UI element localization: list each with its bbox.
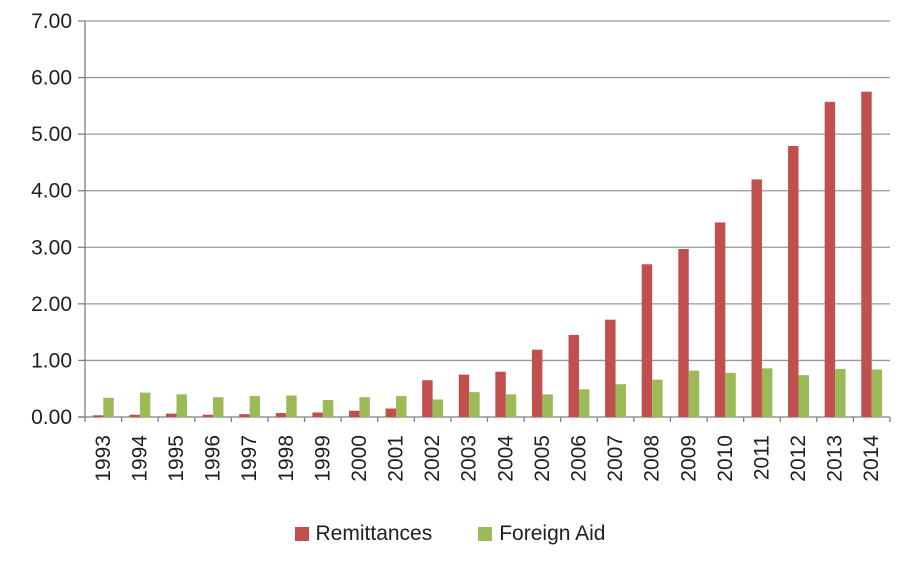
y-axis-label: 4.00 [31,180,72,203]
bar-remittances-2003 [458,374,470,417]
y-axis-label: 1.00 [31,349,72,372]
legend-label-foreign-aid: Foreign Aid [499,522,606,545]
bar-foreign-aid-2012 [798,375,809,417]
x-axis-label-2002: 2002 [421,435,444,482]
bar-foreign-aid-1999 [322,400,334,417]
x-axis-label-2010: 2010 [714,435,737,482]
bar-foreign-aid-2005 [542,394,553,417]
bar-remittances-2012 [788,146,799,417]
y-axis-label: 2.00 [31,293,72,316]
bar-foreign-aid-2002 [432,399,444,417]
bar-remittances-1996 [202,414,214,417]
x-axis-label-1996: 1996 [202,435,225,482]
x-axis-label-2004: 2004 [494,435,517,482]
bar-remittances-2014 [861,91,872,417]
bar-remittances-2004 [495,371,506,417]
bar-foreign-aid-2004 [505,394,517,417]
bar-foreign-aid-2014 [871,369,883,417]
bar-remittances-2009 [678,248,689,417]
bar-foreign-aid-1995 [176,394,187,417]
bar-foreign-aid-1993 [103,397,114,417]
bar-foreign-aid-1998 [286,395,297,417]
bar-foreign-aid-2000 [359,397,370,417]
x-axis-label-1994: 1994 [128,435,151,482]
x-axis-label-2001: 2001 [385,435,408,482]
x-axis-label-2003: 2003 [458,435,481,482]
bar-remittances-2008 [641,264,653,417]
bar-remittances-2007 [605,319,616,417]
legend-item-remittances: Remittances [294,522,433,546]
bar-foreign-aid-2013 [835,368,846,417]
x-axis-label-2006: 2006 [567,435,590,482]
x-axis-label-2013: 2013 [824,435,847,482]
bar-foreign-aid-2010 [725,372,736,417]
remittances-swatch-icon [294,527,309,541]
bar-remittances-1994 [129,414,140,417]
x-axis-label-2012: 2012 [787,435,810,482]
x-axis-label-1998: 1998 [275,435,298,482]
x-axis-label-2008: 2008 [641,435,664,482]
bar-foreign-aid-2007 [615,384,627,417]
legend-label-remittances: Remittances [315,522,433,545]
y-axis-label: 3.00 [31,236,72,259]
bar-foreign-aid-2003 [469,392,480,417]
x-axis-label-2011: 2011 [750,435,773,480]
bar-remittances-1997 [239,414,250,417]
bar-remittances-2002 [422,380,433,417]
x-axis-label-1993: 1993 [92,435,115,482]
x-axis-label-1997: 1997 [238,435,261,482]
bar-foreign-aid-2011 [761,368,773,417]
bar-remittances-1995 [166,413,177,417]
bar-foreign-aid-2008 [652,379,663,417]
bar-remittances-2011 [751,179,762,417]
bar-remittances-1999 [312,412,323,417]
y-axis-label: 6.00 [31,67,72,90]
bar-remittances-2000 [348,410,360,417]
bar-remittances-2013 [824,101,836,417]
chart-legend: Remittances Foreign Aid [0,519,900,549]
x-axis-label-2009: 2009 [677,435,700,482]
bar-foreign-aid-1996 [213,397,224,417]
y-axis-label: 5.00 [31,123,72,146]
x-axis-label-2000: 2000 [348,435,371,482]
bar-remittances-2001 [385,408,397,417]
x-axis-label-2014: 2014 [860,435,883,482]
bar-foreign-aid-1994 [139,392,151,417]
bar-remittances-1993 [92,415,104,417]
legend-item-foreign-aid: Foreign Aid [478,522,605,546]
x-axis-label-2007: 2007 [604,435,627,482]
y-axis-label: 0.00 [31,406,72,429]
bar-remittances-2010 [714,222,726,417]
bar-foreign-aid-2009 [688,370,700,417]
bar-remittances-1998 [275,413,287,417]
bar-remittances-2005 [531,349,543,417]
foreign-aid-swatch-icon [478,527,493,541]
x-axis-label-2005: 2005 [531,435,554,482]
bar-foreign-aid-2006 [578,389,590,417]
y-axis-label: 7.00 [31,10,72,33]
bar-foreign-aid-2001 [396,396,407,417]
x-axis-label-1999: 1999 [311,435,334,482]
x-axis-label-1995: 1995 [165,435,188,482]
bar-foreign-aid-1997 [249,396,261,417]
bar-remittances-2006 [568,334,579,417]
